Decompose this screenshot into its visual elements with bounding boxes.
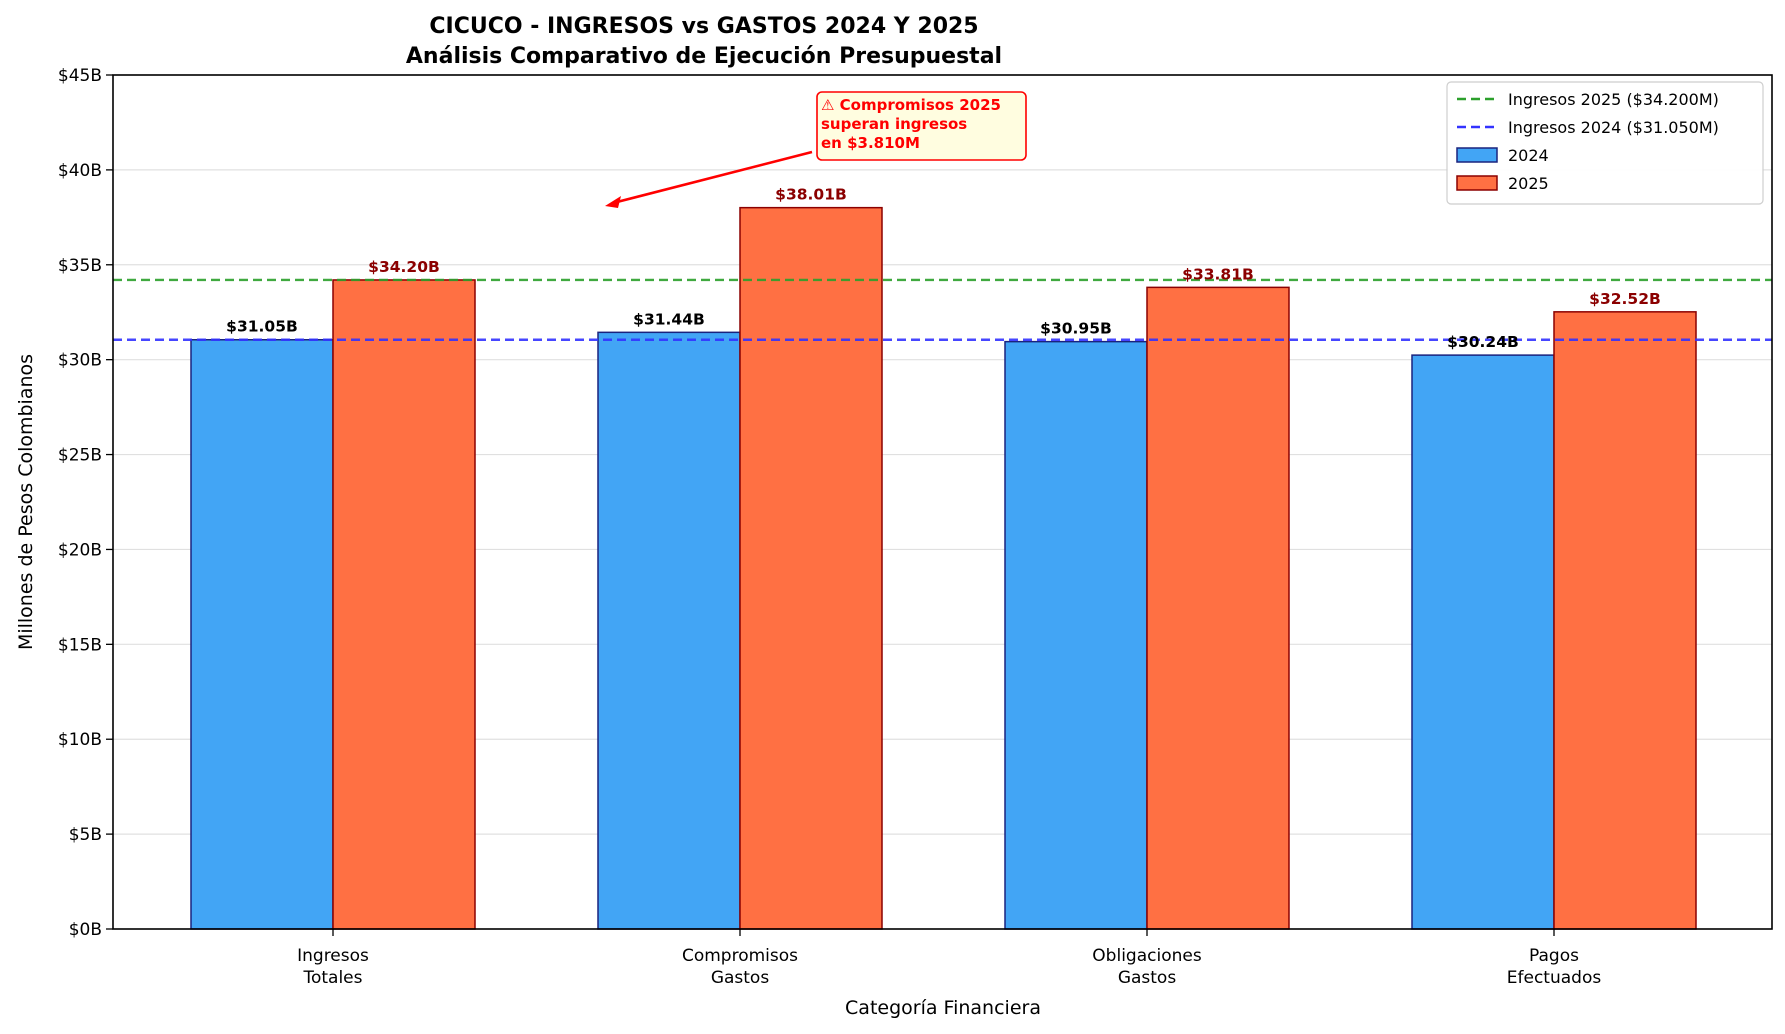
x-tick-label: Totales — [302, 968, 362, 988]
y-tick-label: $35B — [58, 256, 102, 276]
bar-2025 — [332, 279, 476, 930]
y-tick-label: $10B — [58, 730, 102, 750]
y-tick-label: $0B — [69, 920, 102, 940]
annotation-arrowhead — [605, 196, 621, 208]
x-tick-label: Gastos — [711, 968, 770, 988]
bar-value-labels: $31.05B $34.20B $31.44B $38.01B $30.95B $33.8… — [226, 186, 1661, 351]
x-tick-label: Ingresos — [297, 946, 369, 966]
y-tick-label: $40B — [58, 161, 102, 181]
bar-value-label: $34.20B — [368, 258, 440, 276]
legend-bar-swatch — [1456, 175, 1498, 191]
bar-value-label: $31.05B — [226, 318, 298, 336]
annotation-box — [816, 91, 1027, 161]
annotation-arrow — [612, 150, 813, 205]
y-tick-label: $45B — [58, 66, 102, 86]
bar-value-label: $30.24B — [1447, 333, 1519, 351]
annotation-text: superan ingresos — [821, 115, 967, 133]
bar-2025 — [1146, 286, 1290, 930]
annotation-text: ⚠ Compromisos 2025 — [821, 96, 1001, 114]
x-tick-label: Obligaciones — [1092, 946, 1202, 966]
y-axis-ticks: $0B $5B $10B $15B $20B $25B $30B $35B $40B $45B — [58, 66, 113, 940]
bar-value-label: $32.52B — [1589, 290, 1661, 308]
x-tick-label: Pagos — [1529, 946, 1579, 966]
y-tick-label: $5B — [69, 825, 102, 845]
x-tick-label: Efectuados — [1507, 968, 1602, 988]
x-tick-label: Gastos — [1118, 968, 1177, 988]
reference-lines — [113, 278, 1772, 341]
bar-2025 — [739, 206, 883, 930]
chart-subtitle: Análisis Comparativo de Ejecución Presup… — [406, 44, 1002, 69]
legend-label: 2024 — [1508, 146, 1549, 165]
chart-title: CICUCO - INGRESOS vs GASTOS 2024 Y 2025 — [429, 14, 978, 39]
bar-value-label: $31.44B — [633, 310, 705, 328]
legend-label: Ingresos 2025 ($34.200M) — [1508, 90, 1719, 109]
bar-2025 — [1553, 311, 1697, 930]
legend-box — [1446, 81, 1764, 205]
y-tick-label: $15B — [58, 635, 102, 655]
bar-value-label: $30.95B — [1040, 320, 1112, 338]
bar-2024 — [597, 331, 741, 930]
y-tick-label: $20B — [58, 540, 102, 560]
y-axis-label: Millones de Pesos Colombianos — [15, 354, 37, 650]
bar-value-label: $38.01B — [775, 186, 847, 204]
bar-2024 — [190, 338, 334, 930]
legend-bar-swatch — [1456, 147, 1498, 163]
legend-label: Ingresos 2024 ($31.050M) — [1508, 118, 1719, 137]
bar-value-label: $33.81B — [1182, 265, 1254, 283]
x-axis-label: Categoría Financiera — [845, 997, 1041, 1019]
annotation-text: en $3.810M — [821, 134, 920, 152]
legend: Ingresos 2025 ($34.200M) Ingresos 2024 ($… — [1446, 81, 1764, 205]
x-tick-label: Compromisos — [682, 946, 798, 966]
x-axis-ticks: IngresosTotalesCompromisosGastosObligaci… — [297, 929, 1601, 988]
bars — [190, 206, 1697, 930]
y-tick-label: $30B — [58, 351, 102, 371]
bar-2024 — [1411, 354, 1555, 930]
plot-frame — [112, 74, 1773, 930]
bar-2024 — [1004, 340, 1148, 930]
legend-label: 2025 — [1508, 174, 1549, 193]
y-tick-label: $25B — [58, 446, 102, 466]
